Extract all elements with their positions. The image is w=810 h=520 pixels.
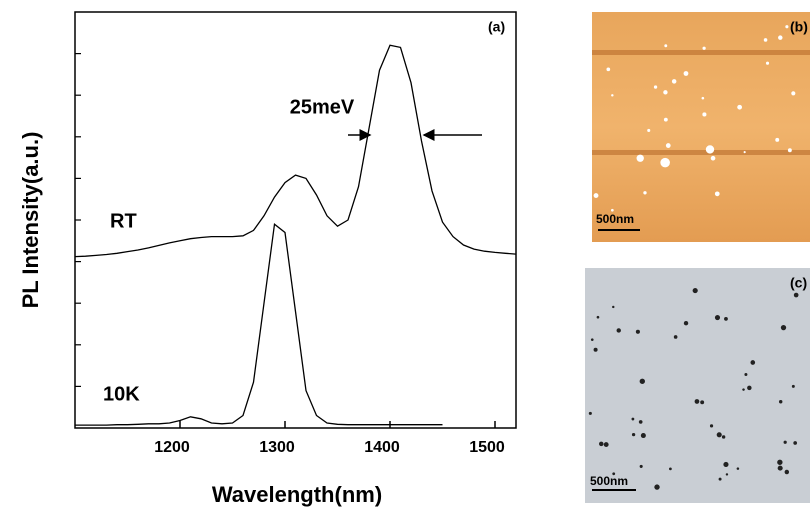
sem-dot (612, 472, 615, 475)
scale-label: 500nm (596, 212, 634, 226)
afm-dot (702, 112, 706, 116)
line-series (75, 45, 516, 256)
sem-dot (693, 288, 698, 293)
plot-frame (75, 12, 516, 428)
sem-dot (726, 473, 728, 475)
sem-dot (742, 388, 744, 390)
sem-dot (781, 325, 786, 330)
sem-dot (594, 348, 598, 352)
sem-dot (604, 442, 609, 447)
sem-dot (589, 412, 592, 415)
sem-dot (591, 338, 594, 341)
afm-dot (711, 156, 716, 161)
sem-dot (632, 433, 635, 436)
x-tick-label: 1200 (154, 439, 190, 456)
sem-dot (719, 478, 722, 481)
page: (a) 25meV RT 10K Wavelength(nm) PL Inten… (0, 0, 810, 515)
series-label: RT (110, 210, 137, 232)
sem-dot (777, 460, 782, 465)
sem-dot (779, 400, 782, 403)
sem-dot (724, 317, 728, 321)
sem-dot (654, 484, 659, 489)
afm-dot (672, 79, 677, 84)
x-tick-label: 1500 (469, 439, 505, 456)
afm-dot (611, 209, 614, 212)
sem-dot (612, 306, 614, 308)
afm-step (592, 150, 810, 155)
y-axis-label: PL Intensity(a.u.) (18, 132, 43, 309)
x-axis-label: Wavelength(nm) (212, 482, 382, 507)
sem-dot (640, 379, 645, 384)
x-tick-label: 1400 (364, 439, 400, 456)
sem-dot (599, 442, 604, 447)
sem-dot (723, 462, 728, 467)
sem-dot (715, 315, 720, 320)
afm-dot (744, 151, 746, 153)
sem-dot (639, 420, 643, 424)
sem-dot (793, 441, 797, 445)
sem-dot (717, 432, 722, 437)
afm-dot (666, 143, 671, 148)
sem-dot (695, 399, 700, 404)
afm-dot (660, 158, 670, 168)
afm-dot (606, 67, 610, 71)
afm-dot (654, 85, 657, 88)
afm-dot (643, 191, 646, 194)
series-label: 10K (103, 383, 140, 405)
afm-background (592, 12, 810, 242)
sem-dot (737, 467, 740, 470)
sem-dot (631, 418, 634, 421)
afm-dot (664, 44, 667, 47)
panel-label: (a) (488, 19, 505, 35)
afm-dot (706, 145, 714, 153)
afm-dot (611, 94, 613, 96)
afm-dot (663, 90, 667, 94)
afm-dot (703, 47, 706, 50)
afm-dot (775, 138, 779, 142)
scale-label: 500nm (590, 474, 628, 488)
sem-dot (669, 467, 672, 470)
sem-dot (636, 330, 640, 334)
sem-dot (674, 335, 678, 339)
sem-dot (597, 316, 600, 319)
afm-dot (785, 25, 788, 28)
afm-dot (764, 38, 768, 42)
sem-dot (792, 385, 795, 388)
afm-dot (702, 97, 705, 100)
sem-background (585, 268, 810, 503)
sem-dot (710, 424, 713, 427)
image-label: (b) (790, 19, 808, 35)
sem-image: (c) 500nm (585, 268, 810, 503)
sem-dot (747, 386, 751, 390)
sem-dot (785, 470, 789, 474)
afm-dot (594, 193, 599, 198)
afm-dot (664, 118, 668, 122)
sem-dot (750, 360, 755, 365)
sem-dot (684, 321, 688, 325)
sem-dot (784, 441, 787, 444)
sem-dot (794, 293, 799, 298)
afm-dot (684, 71, 689, 76)
sem-dot (640, 465, 643, 468)
afm-dot (791, 91, 795, 95)
sem-dot (722, 435, 725, 438)
afm-dot (737, 105, 742, 110)
afm-step (592, 50, 810, 55)
afm-dot (766, 62, 769, 65)
sem-dot (617, 328, 621, 332)
sem-dot (641, 433, 646, 438)
image-label: (c) (790, 275, 807, 291)
afm-dot (647, 129, 650, 132)
x-tick-label: 1300 (259, 439, 295, 456)
sem-dot (778, 466, 783, 471)
annotation: 25meV (290, 96, 355, 118)
figure: (a) 25meV RT 10K Wavelength(nm) PL Inten… (0, 0, 810, 515)
afm-image: (b) 500nm (592, 12, 810, 242)
afm-dot (637, 155, 644, 162)
sem-dot (700, 400, 704, 404)
afm-dot (778, 35, 782, 39)
afm-dot (788, 148, 792, 152)
afm-dot (715, 191, 720, 196)
sem-dot (744, 373, 747, 376)
